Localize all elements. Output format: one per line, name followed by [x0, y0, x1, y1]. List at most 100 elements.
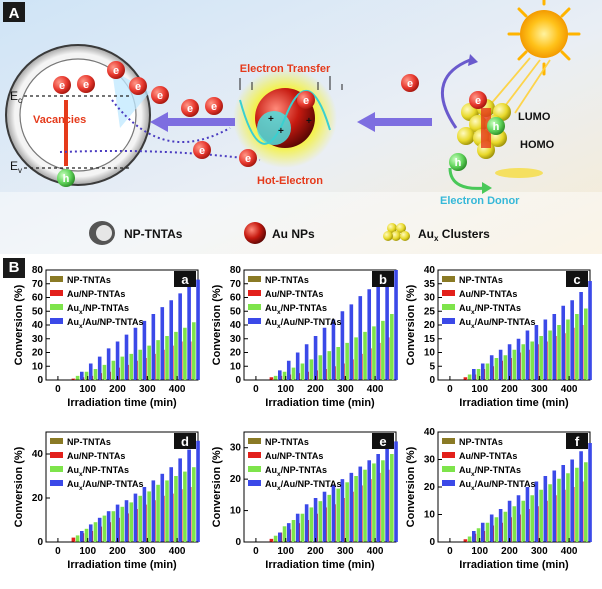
y-axis-label: Conversion (%): [13, 284, 25, 365]
bar-2-15: [390, 314, 394, 380]
bar-3-6: [507, 500, 512, 542]
bar-2-10: [539, 489, 543, 542]
x-tick-label: 200: [109, 546, 126, 557]
bar-3-11: [552, 470, 557, 542]
x-tick-label: 200: [501, 546, 518, 557]
y-tick-label: 5: [429, 361, 435, 372]
x-tick-label: 200: [109, 384, 126, 395]
legend-label-0: NP-TNTAs: [67, 275, 111, 285]
bar-2-10: [345, 482, 349, 542]
electron-particle: [151, 86, 169, 104]
plus-charge: +: [278, 126, 284, 137]
legend-swatch-0: [50, 438, 63, 444]
electron-particle: [297, 91, 315, 109]
bar-2-8: [129, 353, 134, 380]
panel-letter: d: [181, 434, 189, 449]
bar-2-2: [467, 536, 472, 542]
bar-2-13: [372, 326, 376, 380]
transfer-arrow-left: [150, 112, 235, 132]
legend-swatch-1: [50, 452, 63, 458]
bar-2-11: [156, 340, 160, 380]
panel-letter-box: [174, 433, 196, 449]
bar-3-12: [169, 300, 174, 380]
y-tick-label: 10: [424, 348, 436, 359]
bar-2-4: [291, 520, 296, 542]
bar-3-3: [480, 363, 485, 380]
legend-swatch-1: [442, 452, 455, 458]
conversion-charts: B 0 100 200 300 400 0 10 20 30 40 50 60 70 80 Irradiat…: [0, 256, 602, 589]
bar-3-7: [124, 334, 129, 380]
x-tick-label: 300: [531, 546, 548, 557]
legend-swatch-1: [50, 290, 63, 296]
panel-letter: b: [379, 272, 387, 287]
bar-3-13: [570, 300, 574, 380]
electron-particle: [401, 74, 419, 92]
bar-2-13: [174, 476, 178, 542]
bar-2-2: [75, 535, 80, 542]
bar-3-3: [480, 522, 485, 542]
bar-3-3: [286, 360, 291, 380]
bar-3-7: [322, 327, 327, 380]
legend-swatch-3: [248, 480, 261, 486]
chart-e: 0 100 200 300 400 0 10 20 30 Irradiation time (mi…: [211, 431, 398, 571]
bar-3-14: [385, 275, 389, 380]
x-tick-label: 200: [501, 384, 518, 395]
x-tick-label: 0: [447, 546, 453, 557]
legend-label-0: NP-TNTAs: [265, 275, 309, 285]
legend-label-2: Aux/NP-TNTAs: [67, 303, 129, 316]
bar-3-9: [534, 325, 539, 380]
y-tick-label: 10: [230, 361, 242, 372]
bar-1-2: [71, 537, 76, 542]
y-tick-label: 20: [32, 348, 44, 359]
panel-letter: c: [573, 272, 580, 287]
legend-au-nps: Au NPs: [244, 222, 315, 244]
legend-swatch-3: [248, 318, 261, 324]
y-tick-label: 50: [230, 306, 242, 317]
y-tick-label: 0: [429, 537, 435, 548]
y-tick-label: 15: [424, 334, 436, 345]
bar-2-3: [84, 371, 89, 380]
homo-label: HOMO: [520, 139, 555, 151]
bar-3-8: [525, 330, 530, 380]
legend-swatch-1: [248, 290, 261, 296]
y-tick-label: 60: [230, 293, 242, 304]
electron-symbol: e: [187, 103, 193, 115]
bar-2-8: [327, 494, 332, 542]
legend-swatch-2: [248, 304, 261, 310]
bar-2-12: [557, 325, 561, 380]
bar-3-10: [543, 319, 548, 380]
x-tick-label: 0: [55, 546, 61, 557]
y-tick-label: 20: [230, 348, 242, 359]
legend-np-tntas-label: NP-TNTAs: [124, 227, 183, 241]
electron-symbol: e: [211, 101, 217, 113]
ec-label: Ec: [10, 89, 22, 105]
legend-swatch-2: [248, 466, 261, 472]
bar-3-11: [358, 466, 363, 542]
hole-particle: [487, 117, 505, 135]
bar-2-14: [575, 314, 579, 380]
legend-swatch-0: [248, 438, 261, 444]
bar-3-13: [376, 454, 380, 542]
y-tick-label: 10: [230, 506, 242, 517]
bar-3-8: [331, 319, 336, 380]
electron-symbol: e: [303, 95, 309, 107]
bar-3-13: [570, 459, 574, 542]
chart-f: 0 100 200 300 400 0 10 20 30 40 Irradiation time (…: [405, 427, 592, 571]
bar-2-9: [336, 488, 340, 542]
bar-2-5: [494, 517, 499, 542]
bar-2-14: [381, 460, 385, 542]
bar-2-7: [318, 355, 323, 380]
hole-particle: [57, 169, 75, 187]
bar-2-6: [111, 511, 116, 542]
bar-2-7: [512, 506, 517, 542]
bar-2-6: [503, 511, 508, 542]
hole-symbol: h: [455, 157, 462, 169]
bar-3-9: [142, 487, 147, 542]
bar-3-2: [472, 531, 476, 542]
bar-3-12: [367, 289, 372, 380]
legend-swatch-2: [442, 466, 455, 472]
sun-icon: [507, 0, 581, 76]
bar-2-11: [354, 476, 358, 542]
legend-label-3: Aux/Au/NP-TNTAs: [459, 479, 535, 492]
x-tick-label: 300: [337, 384, 354, 395]
